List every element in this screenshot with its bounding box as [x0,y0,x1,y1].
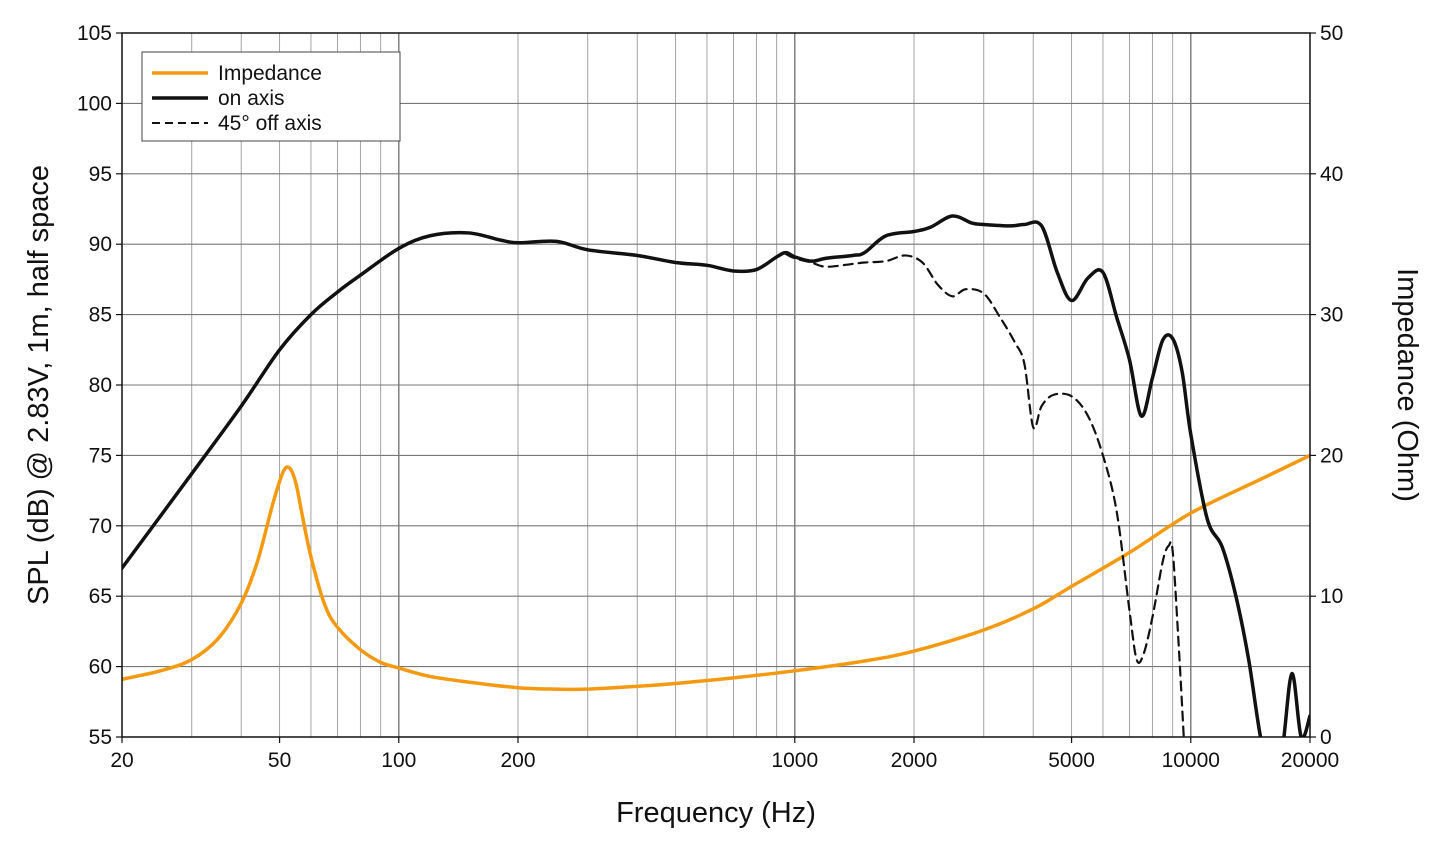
left-axis-title: SPL (dB) @ 2.83V, 1m, half space [23,165,55,605]
legend-label-impedance: Impedance [218,62,322,85]
left-tick-label: 100 [77,92,112,115]
left-tick-label: 105 [77,22,112,45]
left-tick-label: 60 [89,656,112,679]
x-tick-label: 1000 [771,749,818,772]
x-axis-ticks: 20 50 100 200 1000 2000 5000 10000 20000 [110,737,1339,772]
left-tick-label: 90 [89,233,112,256]
right-axis-ticks: 0 10 20 30 40 50 [1310,22,1343,749]
right-tick-label: 50 [1320,22,1343,45]
left-tick-label: 80 [89,374,112,397]
x-tick-label: 50 [268,749,291,772]
right-tick-label: 30 [1320,304,1343,327]
plot-series [122,214,1310,737]
left-tick-label: 75 [89,444,112,467]
x-tick-label: 20000 [1281,749,1339,772]
left-tick-label: 65 [89,585,112,608]
series-line-off-axis-45 [784,252,1185,737]
right-axis-title: Impedance (Ohm) [1391,268,1423,502]
legend-label-on-axis: on axis [218,87,285,110]
legend: Impedance on axis 45° off axis [141,51,401,142]
series-line-on-axis [122,214,1310,737]
left-tick-label: 55 [89,726,112,749]
right-tick-label: 0 [1320,726,1332,749]
left-tick-label: 95 [89,163,112,186]
right-tick-label: 20 [1320,444,1343,467]
x-tick-label: 10000 [1162,749,1220,772]
series-line-impedance [122,453,1310,692]
right-tick-label: 10 [1320,585,1343,608]
x-tick-label: 5000 [1048,749,1095,772]
left-tick-label: 85 [89,304,112,327]
left-tick-label: 70 [89,515,112,538]
x-tick-label: 200 [500,749,535,772]
left-axis-ticks: 55 60 65 70 75 80 85 90 95 100 105 [77,22,122,749]
x-axis-title: Frequency (Hz) [616,797,816,829]
legend-label-off-axis: 45° off axis [218,112,322,135]
right-tick-label: 40 [1320,163,1343,186]
x-tick-label: 20 [110,749,133,772]
x-tick-label: 100 [381,749,416,772]
x-tick-label: 2000 [891,749,938,772]
